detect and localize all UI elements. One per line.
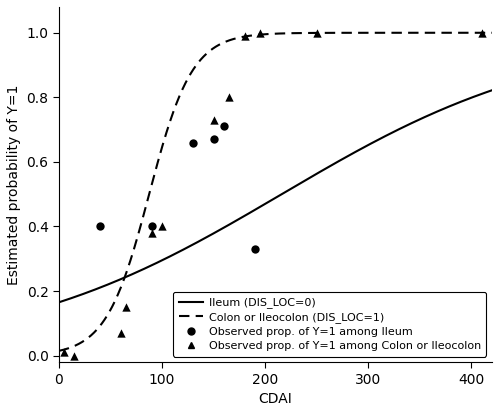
Point bbox=[313, 29, 321, 36]
Point bbox=[478, 29, 486, 36]
Point bbox=[117, 330, 125, 336]
Point bbox=[60, 349, 68, 356]
Point bbox=[122, 304, 130, 311]
Point bbox=[70, 352, 78, 359]
Point bbox=[256, 29, 264, 36]
Point bbox=[96, 223, 104, 230]
X-axis label: CDAI: CDAI bbox=[258, 392, 292, 406]
Legend: Ileum (DIS_LOC=0), Colon or Ileocolon (DIS_LOC=1), Observed prop. of Y=1 among I: Ileum (DIS_LOC=0), Colon or Ileocolon (D… bbox=[173, 292, 487, 356]
Point bbox=[148, 230, 156, 236]
Point bbox=[189, 139, 197, 146]
Point bbox=[210, 116, 218, 123]
Y-axis label: Estimated probability of Y=1: Estimated probability of Y=1 bbox=[7, 84, 21, 285]
Point bbox=[210, 136, 218, 142]
Point bbox=[241, 33, 249, 39]
Point bbox=[225, 94, 233, 101]
Point bbox=[251, 246, 259, 252]
Point bbox=[220, 123, 228, 130]
Point bbox=[158, 223, 166, 230]
Point bbox=[148, 223, 156, 230]
